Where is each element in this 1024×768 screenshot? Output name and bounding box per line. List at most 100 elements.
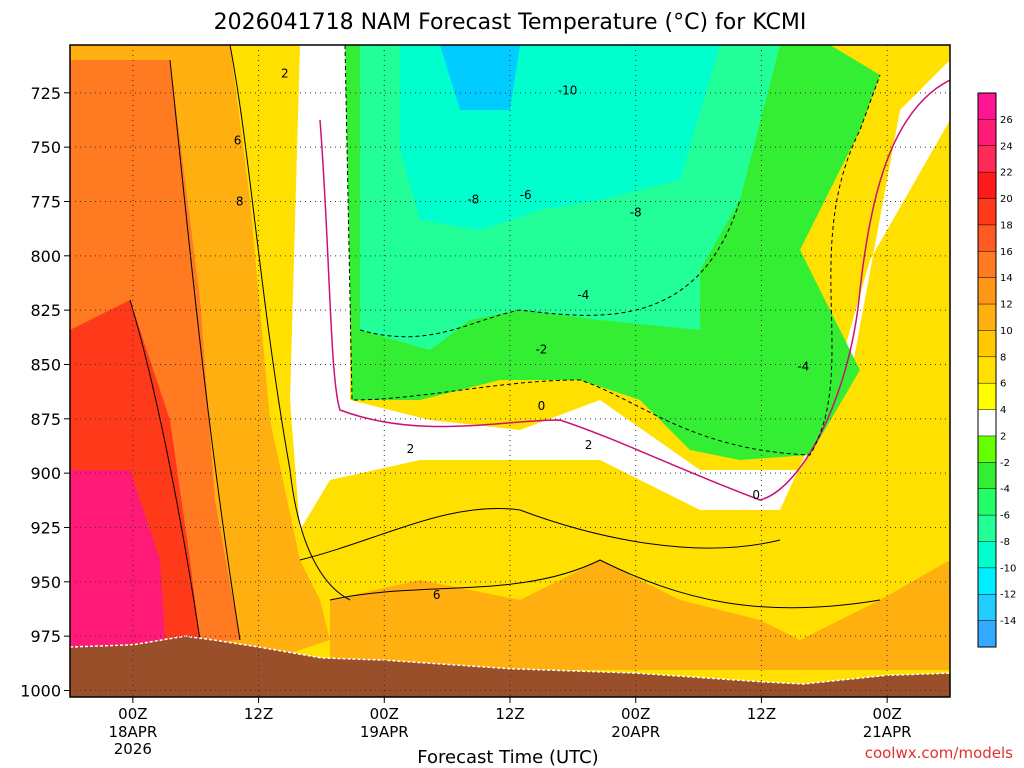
colorbar-swatch [978,620,996,648]
x-tick-label: 00Z [872,705,901,723]
contour-label: -4 [797,360,809,374]
colorbar-swatch [978,567,996,595]
colorbar-label: 26 [1000,115,1013,126]
y-tick-label: 950 [30,573,61,592]
x-tick-label: 12Z [244,705,273,723]
contour-label: 2 [407,442,415,456]
colorbar-swatch [978,383,996,411]
y-tick-label: 800 [30,247,61,266]
surface-line [69,635,951,685]
colorbar-label: -12 [1000,590,1016,601]
evening-warm-region [330,560,950,670]
y-tick-label: 925 [30,518,61,537]
colorbar-frame [977,92,997,648]
colorbar-label: 12 [1000,300,1013,311]
hottest-region [70,470,165,650]
colorbar-label: 6 [1000,379,1006,390]
colorbar-swatch [978,409,996,437]
colorbar-swatch [978,251,996,279]
y-axis: 725 750 775 800 825 850 875 900 925 950 975 1000 [20,84,70,700]
contour-label: 0 [752,488,760,502]
surface-layer [69,635,951,697]
colorbar-label: 14 [1000,273,1013,284]
y-tick-label: 725 [30,84,61,103]
colorbar-label: 22 [1000,168,1013,179]
colorbar-label: 2 [1000,431,1006,442]
colorbar-label: -4 [1000,484,1010,495]
x-axis-title: Forecast Time (UTC) [417,747,598,768]
colorbar-swatch [978,172,996,200]
x-tick-sublabel: 18APR [108,723,157,741]
contour-label: -2 [535,342,547,356]
x-tick-sublabel: 2026 [114,740,152,758]
x-tick-label: 12Z [747,705,776,723]
x-tick-label: 00Z [621,705,650,723]
x-tick-label: 00Z [370,705,399,723]
dashed-contours [344,45,881,456]
x-tick-sublabel: 20APR [611,723,660,741]
colorbar-swatch [978,462,996,490]
colorbar-swatch [978,435,996,463]
colorbar-label: 16 [1000,247,1013,258]
colorbar-label: -14 [1000,616,1016,627]
chart-title: 2026041718 NAM Forecast Temperature (°C)… [214,10,807,35]
colorbar-label: -2 [1000,458,1010,469]
colorbar-swatch [978,119,996,147]
colorbar-swatch [978,304,996,331]
colorbar-swatch [978,93,996,120]
colorbar-swatch [978,541,996,569]
y-tick-label: 900 [30,464,61,483]
colorbar-label: 20 [1000,194,1013,205]
x-tick-label: 00Z [118,705,147,723]
contour-lines [129,45,881,641]
colorbar-swatch [978,356,996,384]
freezing-contour [319,79,950,501]
colorbar-label: -8 [1000,537,1010,548]
x-tick-sublabel: 21APR [863,723,912,741]
contour-label: 8 [236,194,244,208]
grid-layer [70,45,950,697]
colorbar-label: 8 [1000,352,1006,363]
y-tick-label: 975 [30,627,61,646]
x-tick-label: 12Z [495,705,524,723]
freezing-level-band [290,45,950,530]
colorbar-swatch [978,488,996,516]
contour-label: 2 [585,438,593,452]
x-tick-sublabel: 19APR [360,723,409,741]
colorbar-label: 18 [1000,220,1013,231]
y-tick-label: 825 [30,301,61,320]
temperature-field [70,45,950,697]
contour-label: -8 [467,192,479,206]
contour-label: 6 [433,588,441,602]
colorbar-label: 4 [1000,405,1006,416]
colorbar-swatch [978,145,996,173]
colorbar: 26 24 22 20 18 16 14 12 10 8 6 4 2 -2 -4 -6 -8 -10 -12 -14 [977,92,1016,648]
contour-label: 2 [281,66,289,80]
colorbar-swatch [978,515,996,542]
colorbar-swatch [978,330,996,358]
credit-text: coolwx.com/models [865,744,1013,762]
colorbar-label: 10 [1000,326,1013,337]
contour-label: -10 [558,84,578,98]
y-tick-label: 1000 [20,681,61,700]
colorbar-label: -6 [1000,511,1010,522]
colorbar-swatch [978,224,996,252]
colorbar-swatch [978,277,996,305]
colorbar-swatch [978,594,996,622]
coldest-region [440,45,520,110]
y-tick-label: 750 [30,138,61,157]
contour-label: -4 [577,288,589,302]
contour-label: -6 [520,188,532,202]
y-tick-label: 775 [30,192,61,211]
y-tick-label: 875 [30,410,61,429]
colorbar-label: -10 [1000,563,1016,574]
contour-label-layer: 2 6 8 -10 -8 -6 -8 -4 -2 -4 0 2 2 0 6 [234,66,810,602]
y-tick-label: 850 [30,355,61,374]
colorbar-swatch [978,198,996,226]
contour-label: -8 [630,205,642,219]
colorbar-label: 24 [1000,141,1013,152]
contour-label: 0 [538,399,546,413]
ground-surface [70,636,950,697]
